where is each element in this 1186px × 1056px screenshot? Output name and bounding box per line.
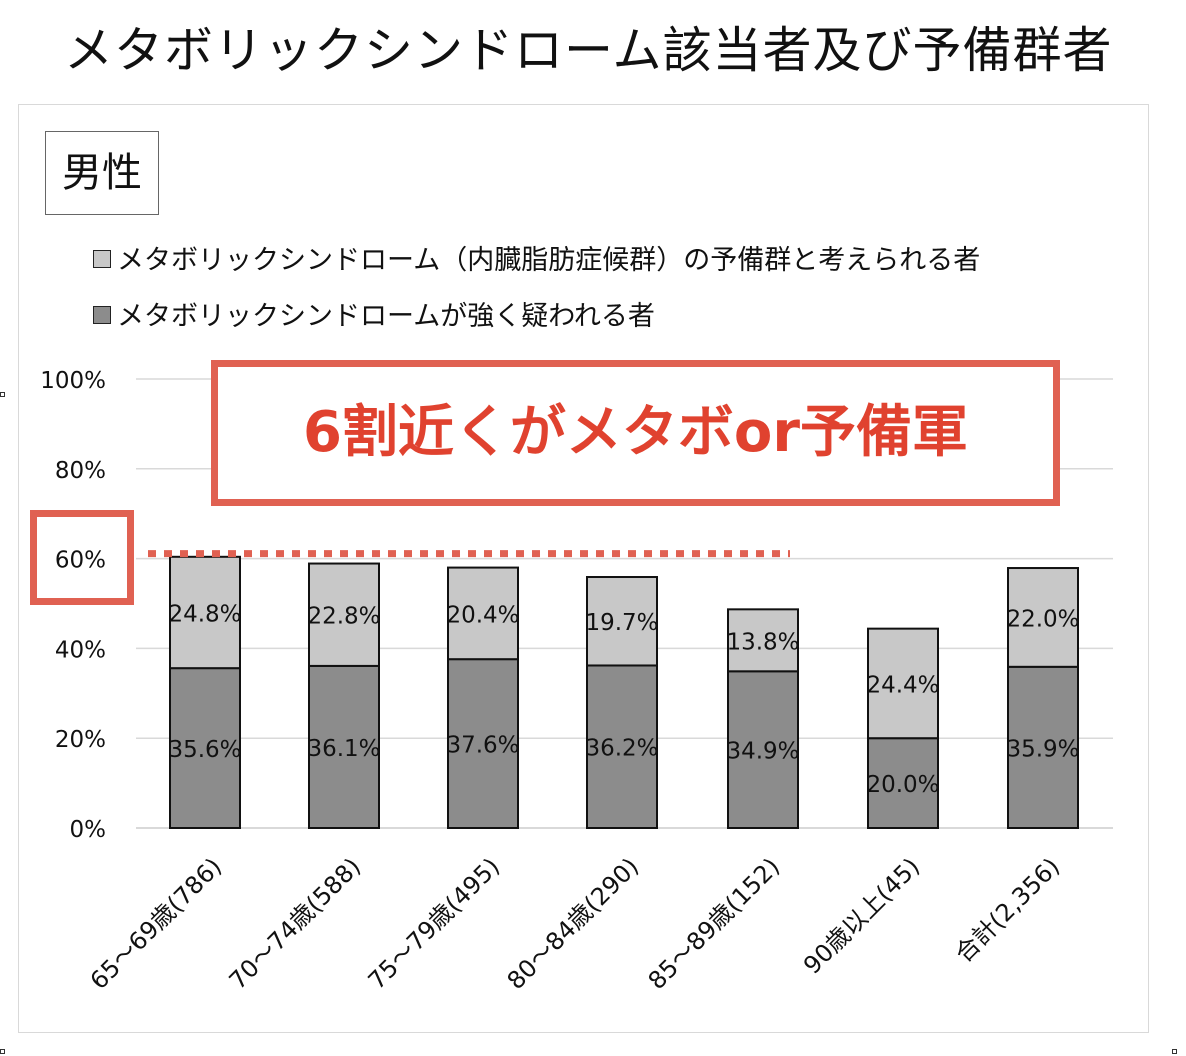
data-label-reserve: 22.8% — [307, 604, 380, 630]
y-tick-label: 60% — [55, 548, 106, 574]
y-tick-label: 0% — [70, 817, 107, 843]
legend-label-strong: メタボリックシンドロームが強く疑われる者 — [117, 301, 655, 332]
data-label-strong: 20.0% — [866, 772, 939, 798]
y-tick-label: 100% — [40, 368, 106, 394]
x-tick-label: 85～89歳(152) — [643, 852, 786, 995]
y-tick-label: 20% — [55, 727, 106, 753]
callout-box: 6割近くがメタボor予備軍 — [211, 360, 1060, 506]
corner-mark-bottom-right — [1172, 1049, 1177, 1054]
bar-segment-reserve — [169, 555, 241, 670]
data-label-reserve: 24.4% — [866, 672, 939, 698]
x-tick-label: 70～74歳(588) — [224, 852, 367, 995]
legend-label-reserve: メタボリックシンドローム（内臓脂肪症候群）の予備群と考えられる者 — [117, 245, 981, 276]
x-tick-label: 80～84歳(290) — [502, 852, 645, 995]
legend-swatch-reserve — [93, 249, 111, 268]
bar-segment-strong — [1007, 665, 1079, 830]
x-tick-label: 合計(2,356) — [950, 852, 1066, 968]
bar-segment-strong — [586, 664, 658, 829]
x-tick-label: 65～69歳(786) — [85, 852, 228, 995]
sex-label: 男性 — [45, 131, 159, 215]
bar-segment-strong — [308, 664, 380, 830]
legend-swatch-strong — [93, 305, 111, 324]
data-label-strong: 36.2% — [585, 736, 658, 762]
bar-segment-reserve — [867, 627, 939, 740]
bar-segment-reserve — [586, 576, 658, 667]
axis-60-highlight-box — [30, 510, 134, 605]
bar-segment-reserve — [727, 608, 799, 673]
x-tick-label: 90歳以上(45) — [798, 852, 925, 979]
data-label-reserve: 13.8% — [726, 629, 799, 655]
bar-segment-reserve — [1007, 567, 1079, 668]
data-label-strong: 34.9% — [726, 739, 799, 765]
chart-frame — [18, 104, 1149, 1033]
legend-item-reserve: メタボリックシンドローム（内臓脂肪症候群）の予備群と考えられる者 — [93, 244, 980, 278]
y-tick-label: 40% — [55, 637, 106, 663]
bar-segment-reserve — [308, 562, 380, 667]
data-label-strong: 35.9% — [1006, 736, 1079, 762]
x-tick-label: 75～79歳(495) — [363, 852, 506, 995]
bar-segment-strong — [447, 658, 519, 830]
legend-item-strong: メタボリックシンドロームが強く疑われる者 — [93, 300, 655, 334]
data-label-strong: 37.6% — [446, 733, 519, 759]
data-label-reserve: 20.4% — [446, 602, 519, 628]
data-label-strong: 36.1% — [307, 736, 380, 762]
corner-mark-bottom-left — [0, 1049, 5, 1054]
page-title: メタボリックシンドローム該当者及び予備群者 — [64, 22, 1113, 79]
corner-mark-left — [0, 392, 5, 397]
y-tick-label: 80% — [55, 458, 106, 484]
data-label-reserve: 19.7% — [585, 610, 658, 636]
data-label-reserve: 22.0% — [1006, 606, 1079, 632]
data-label-reserve: 24.8% — [168, 601, 241, 627]
data-label-strong: 35.6% — [168, 737, 241, 763]
bar-segment-reserve — [447, 566, 519, 661]
